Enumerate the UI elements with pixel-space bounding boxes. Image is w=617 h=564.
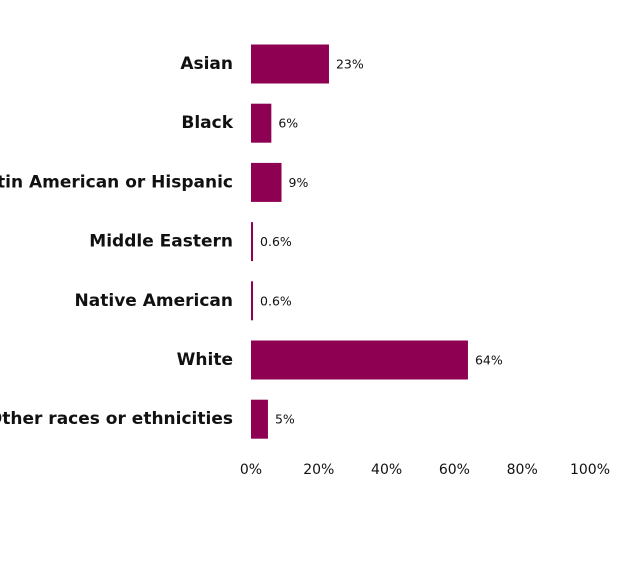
bar-white [251,340,468,380]
bar-black [251,103,272,143]
value-label-other-races-or-ethnicities: 5% [275,412,295,427]
bar-asian [251,44,329,84]
value-label-native-american: 0.6% [260,293,292,308]
bar-native-american [251,281,254,321]
x-tick-label: 0% [240,462,262,478]
category-label-latin-american-or-hispanic: Latin American or Hispanic [0,172,233,192]
value-label-latin-american-or-hispanic: 9% [289,175,309,190]
x-tick-label: 100% [570,462,610,478]
category-label-black: Black [181,113,233,133]
value-label-middle-eastern: 0.6% [260,234,292,249]
x-tick-label: 60% [439,462,470,478]
bars-layer [251,44,468,439]
value-labels: 23% 6% 9% 0.6% 0.6% 64% 5% [260,57,503,427]
category-label-white: White [177,350,233,370]
bar-other-races-or-ethnicities [251,399,268,439]
x-tick-label: 80% [507,462,538,478]
value-label-black: 6% [278,116,298,131]
x-axis: 0% 20% 40% 60% 80% 100% [240,462,610,478]
category-labels: Asian Black Latin American or Hispanic Midd… [0,54,234,429]
value-label-white: 64% [475,353,503,368]
category-label-other-races-or-ethnicities: Other races or ethnicities [0,409,233,429]
value-label-asian: 23% [336,57,364,72]
bar-middle-eastern [251,222,254,262]
category-label-asian: Asian [180,54,233,74]
x-tick-label: 20% [303,462,334,478]
bar-latin-american-or-hispanic [251,162,282,202]
category-label-middle-eastern: Middle Eastern [89,232,233,252]
x-tick-label: 40% [371,462,402,478]
category-label-native-american: Native American [75,291,233,311]
